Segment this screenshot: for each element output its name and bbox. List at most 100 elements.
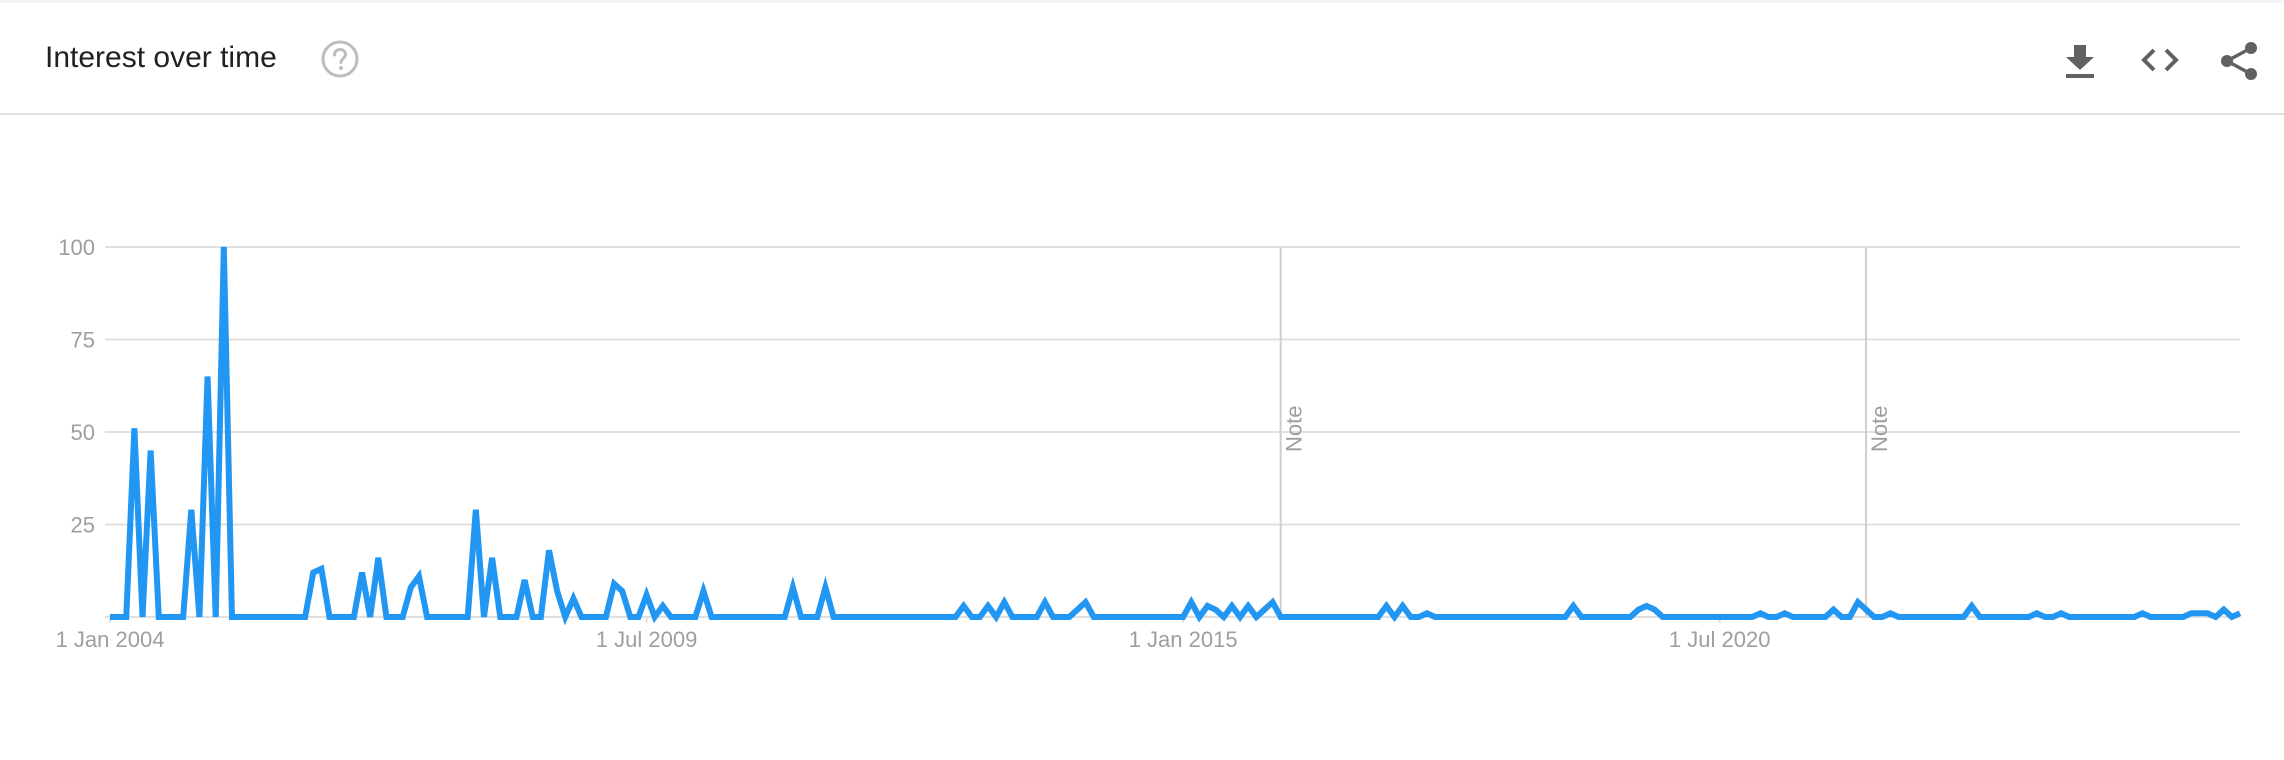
data-point: [400, 614, 406, 620]
data-point: [205, 374, 211, 380]
data-point: [1245, 603, 1251, 609]
data-point: [2221, 607, 2227, 613]
data-point: [1611, 614, 1617, 620]
y-tick-label: 100: [58, 235, 95, 260]
data-point: [1148, 614, 1154, 620]
data-point: [1164, 614, 1170, 620]
note-label: Note: [1282, 406, 1307, 452]
data-point: [766, 614, 772, 620]
data-point: [1205, 603, 1211, 609]
data-point: [603, 614, 609, 620]
data-point: [375, 555, 381, 561]
data-point: [725, 614, 731, 620]
data-point: [1310, 614, 1316, 620]
data-point: [1961, 614, 1967, 620]
data-point: [1985, 614, 1991, 620]
data-point: [2026, 614, 2032, 620]
data-point: [1432, 614, 1438, 620]
data-point: [530, 614, 536, 620]
data-point: [2083, 614, 2089, 620]
data-point: [1050, 614, 1056, 620]
data-point: [1400, 603, 1406, 609]
data-point: [237, 614, 243, 620]
data-point: [513, 614, 519, 620]
data-point: [2188, 610, 2194, 616]
data-point: [1993, 614, 1999, 620]
data-point: [928, 614, 934, 620]
embed-button[interactable]: [2138, 39, 2182, 83]
data-point: [1684, 614, 1690, 620]
data-point: [1912, 614, 1918, 620]
y-tick-label: 50: [71, 420, 95, 445]
data-point: [1473, 614, 1479, 620]
data-point: [1668, 614, 1674, 620]
data-point: [1619, 614, 1625, 620]
x-tick-label: 1 Jul 2009: [596, 627, 698, 652]
card-header: Interest over time: [0, 3, 2284, 115]
data-point: [562, 614, 568, 620]
data-point: [757, 614, 763, 620]
data-point: [2237, 610, 2243, 616]
data-point: [270, 614, 276, 620]
data-point: [855, 614, 861, 620]
data-point: [1871, 614, 1877, 620]
data-point: [554, 588, 560, 594]
data-point: [172, 614, 178, 620]
data-point: [1839, 614, 1845, 620]
data-point: [1099, 614, 1105, 620]
data-point: [676, 614, 682, 620]
data-point: [782, 614, 788, 620]
data-point: [2107, 614, 2113, 620]
data-point: [904, 614, 910, 620]
data-point: [1172, 614, 1178, 620]
data-point: [977, 614, 983, 620]
help-circle-icon[interactable]: [320, 39, 360, 79]
data-point: [1733, 614, 1739, 620]
data-point: [1375, 614, 1381, 620]
data-point: [952, 614, 958, 620]
data-point: [831, 614, 837, 620]
data-point: [2074, 614, 2080, 620]
data-point: [107, 614, 113, 620]
data-point: [1782, 610, 1788, 616]
data-point: [2009, 614, 2015, 620]
data-point: [1343, 614, 1349, 620]
data-point: [2091, 614, 2097, 620]
data-point: [1058, 614, 1064, 620]
data-point: [522, 577, 528, 583]
data-point: [1887, 610, 1893, 616]
data-point: [611, 581, 617, 587]
data-point: [1952, 614, 1958, 620]
data-point: [140, 614, 146, 620]
data-point: [213, 614, 219, 620]
share-button[interactable]: [2218, 39, 2262, 83]
data-point: [1156, 614, 1162, 620]
data-point: [327, 614, 333, 620]
data-point: [579, 614, 585, 620]
data-point: [1091, 614, 1097, 620]
data-point: [2172, 614, 2178, 620]
data-point: [1196, 614, 1202, 620]
download-button[interactable]: [2058, 39, 2102, 83]
data-point: [1896, 614, 1902, 620]
data-point: [652, 614, 658, 620]
data-point: [343, 614, 349, 620]
data-point: [1042, 599, 1048, 605]
data-point: [1928, 614, 1934, 620]
chart-area: Note Note 25 50 75 100 1 Jan 2004 1 Jul 2009 1 …: [0, 115, 2284, 755]
data-point: [392, 614, 398, 620]
data-point: [505, 614, 511, 620]
data-point: [790, 584, 796, 590]
data-point: [1969, 603, 1975, 609]
data-point: [1863, 607, 1869, 613]
data-point: [1139, 614, 1145, 620]
data-point: [457, 614, 463, 620]
data-point: [1261, 607, 1267, 613]
data-point: [1229, 603, 1235, 609]
data-point: [465, 614, 471, 620]
data-point: [798, 614, 804, 620]
data-point: [1188, 599, 1194, 605]
data-point: [497, 614, 503, 620]
data-point: [1822, 614, 1828, 620]
data-point: [2204, 610, 2210, 616]
